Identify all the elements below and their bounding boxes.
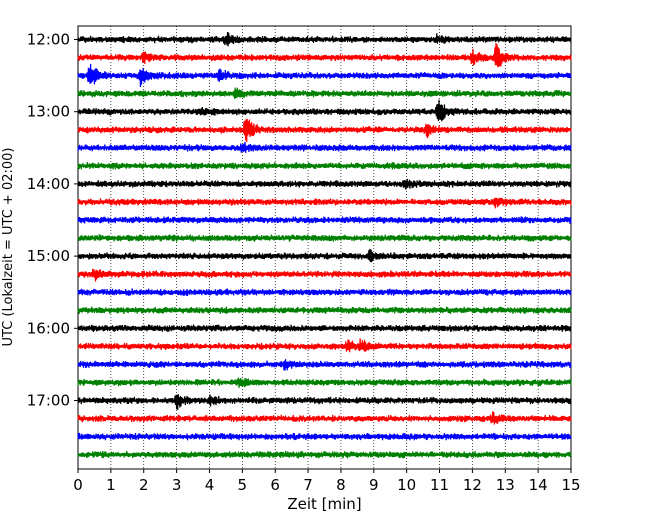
x-tick-label: 0 (73, 476, 83, 494)
x-tick-label: 3 (172, 476, 182, 494)
seismic-trace (77, 432, 572, 441)
seismic-trace (77, 359, 572, 371)
y-tick-label: 14:00 (27, 175, 70, 193)
x-tick-label: 7 (303, 476, 313, 494)
y-tick-label: 13:00 (27, 103, 70, 121)
x-tick-label: 2 (139, 476, 149, 494)
y-tick-label: 15:00 (27, 247, 70, 265)
seismic-trace (77, 338, 572, 353)
x-tick-label: 5 (238, 476, 248, 494)
x-tick-label: 14 (529, 476, 548, 494)
x-tick-label: 9 (369, 476, 379, 494)
seismic-traces (77, 31, 572, 459)
seismic-trace (77, 197, 572, 209)
seismic-trace (77, 377, 572, 388)
x-axis-ticks: 0 1 2 3 4 5 6 7 8 9 10 11 12 13 14 15 (73, 469, 581, 494)
seismic-trace (77, 42, 572, 68)
plot-frame (77, 25, 572, 470)
seismic-trace (77, 178, 572, 190)
seismic-trace (77, 234, 572, 242)
seismic-trace (77, 87, 572, 99)
y-tick-label: 16:00 (27, 319, 70, 337)
y-axis-label: UTC (Lokalzeit = UTC + 02:00) (1, 148, 16, 347)
seismic-trace (77, 268, 572, 282)
seismic-trace (77, 324, 572, 333)
seismic-trace (77, 31, 572, 47)
x-axis-label: Zeit [min] (287, 495, 361, 513)
seismic-trace (77, 394, 572, 410)
y-tick-label: 12:00 (27, 31, 70, 49)
x-tick-label: 13 (496, 476, 515, 494)
x-tick-label: 8 (336, 476, 346, 494)
seismic-trace (77, 63, 572, 87)
x-tick-label: 11 (430, 476, 449, 494)
seismic-trace (77, 141, 572, 153)
seismic-trace (77, 288, 572, 296)
x-tick-label: 15 (561, 476, 580, 494)
seismic-trace (77, 411, 572, 425)
seismic-trace (77, 248, 572, 263)
seismic-trace (77, 450, 572, 459)
x-tick-label: 4 (205, 476, 215, 494)
seismic-trace (77, 99, 572, 122)
x-tick-label: 12 (463, 476, 482, 494)
x-tick-label: 6 (270, 476, 280, 494)
y-tick-label: 17:00 (27, 392, 70, 410)
seismic-trace (77, 162, 572, 170)
x-tick-label: 1 (106, 476, 116, 494)
y-axis-ticks: 12:00 13:00 14:00 15:00 16:00 17:00 (27, 31, 78, 410)
x-tick-label: 10 (397, 476, 416, 494)
seismic-trace (77, 306, 572, 314)
seismic-trace (77, 216, 572, 224)
seismic-trace (77, 119, 572, 143)
